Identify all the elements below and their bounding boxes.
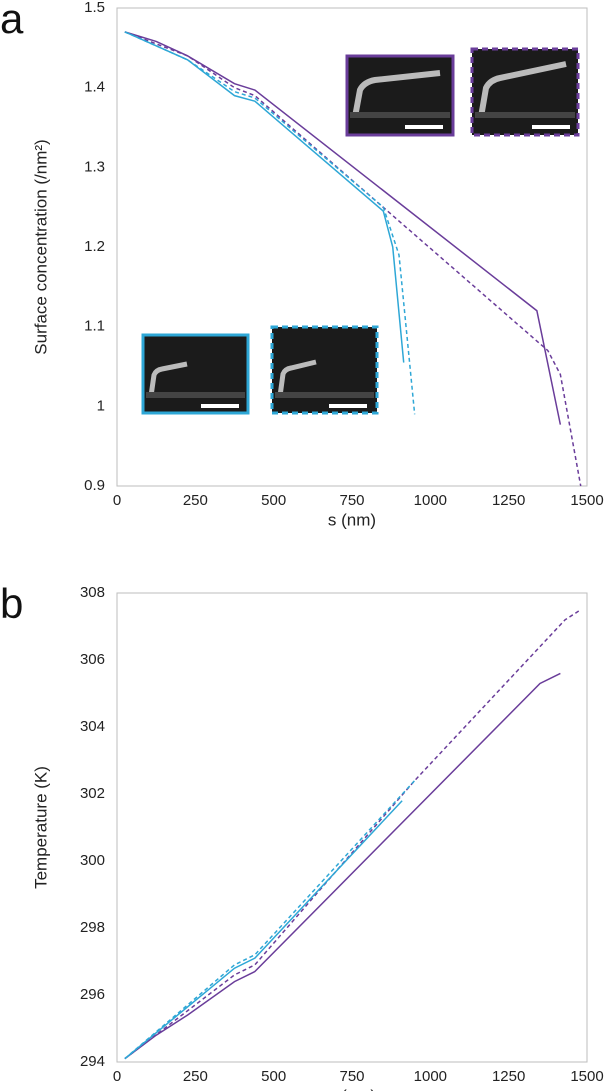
inset	[345, 54, 455, 137]
inset	[470, 47, 580, 137]
y-tick-label: 1	[97, 397, 105, 414]
x-tick-label: 1000	[414, 1068, 447, 1085]
series-line	[124, 780, 416, 1060]
inset	[141, 333, 250, 415]
x-tick-label: 750	[339, 492, 364, 509]
y-tick-label: 0.9	[84, 477, 105, 494]
x-tick-label: 500	[261, 492, 286, 509]
series-line	[124, 31, 562, 425]
panel-label: a	[0, 0, 24, 42]
x-tick-label: 0	[113, 1068, 121, 1085]
y-tick-label: 296	[80, 986, 105, 1003]
inset	[270, 325, 379, 415]
series-line	[124, 31, 405, 363]
y-tick-label: 300	[80, 852, 105, 869]
series-line	[124, 800, 403, 1060]
x-tick-label: 500	[261, 1068, 286, 1085]
y-tick-label: 304	[80, 718, 105, 735]
x-axis-title: s (nm)	[328, 1086, 376, 1091]
series-line	[124, 609, 582, 1060]
x-axis-title: s (nm)	[328, 510, 376, 529]
panel-label: b	[0, 580, 23, 627]
x-tick-label: 0	[113, 492, 121, 509]
x-tick-label: 250	[183, 1068, 208, 1085]
y-tick-label: 1.3	[84, 158, 105, 175]
series-line	[124, 31, 416, 415]
y-tick-label: 1.1	[84, 318, 105, 335]
y-tick-label: 308	[80, 584, 105, 601]
y-tick-label: 1.5	[84, 0, 105, 16]
series-line	[124, 31, 582, 487]
x-tick-label: 1250	[492, 1068, 525, 1085]
x-tick-label: 1500	[570, 1068, 603, 1085]
y-tick-label: 1.4	[84, 79, 105, 96]
x-tick-label: 1250	[492, 492, 525, 509]
y-tick-label: 298	[80, 919, 105, 936]
x-tick-label: 250	[183, 492, 208, 509]
y-tick-label: 302	[80, 785, 105, 802]
plot-frame	[116, 7, 588, 487]
inset-images	[141, 47, 580, 415]
y-tick-label: 294	[80, 1053, 105, 1070]
y-axis-title: Temperature (K)	[31, 766, 50, 889]
plot-frame	[116, 592, 588, 1063]
y-tick-label: 1.2	[84, 238, 105, 255]
x-tick-label: 750	[339, 1068, 364, 1085]
series-line	[124, 672, 561, 1060]
y-axis-title: Surface concentration (/nm²)	[31, 139, 50, 354]
x-tick-label: 1000	[414, 492, 447, 509]
x-tick-label: 1500	[570, 492, 603, 509]
y-tick-label: 306	[80, 651, 105, 668]
